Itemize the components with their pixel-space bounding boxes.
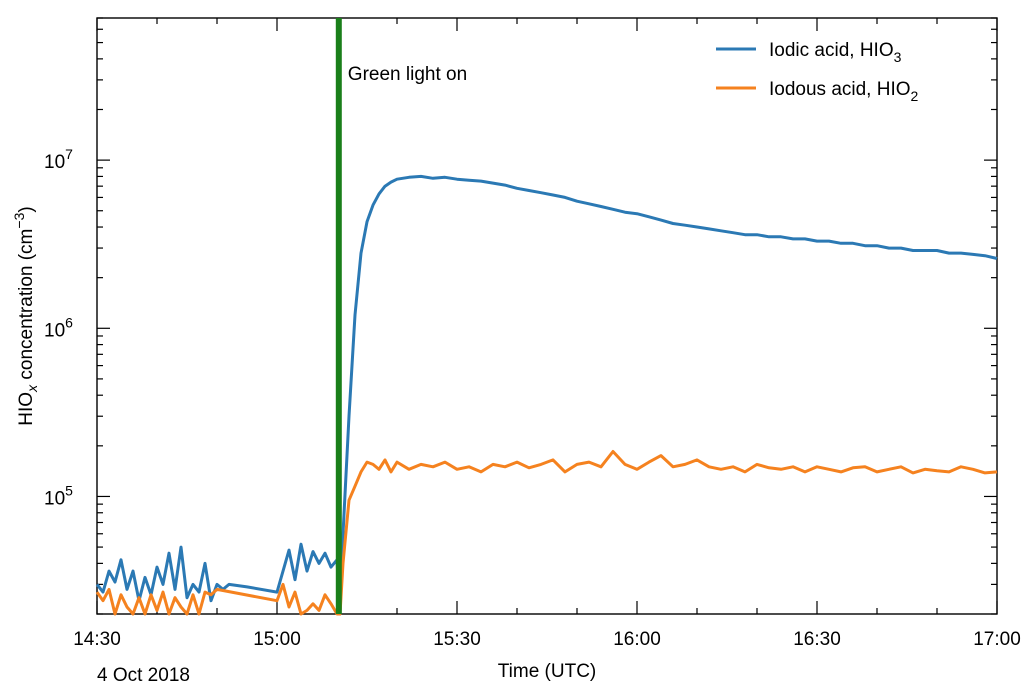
green-light-on-label: Green light on bbox=[348, 64, 467, 85]
plot-frame bbox=[96, 17, 998, 615]
y-tick-label: 107 bbox=[44, 146, 73, 173]
date-label: 4 Oct 2018 bbox=[97, 665, 190, 683]
ticks bbox=[96, 17, 998, 615]
series-line-iodous-acid bbox=[95, 450, 998, 616]
series-layer bbox=[95, 174, 998, 616]
y-axis-title-sup: −3 bbox=[11, 212, 27, 228]
y-axis-title: HIOx concentration (cm−3) bbox=[11, 206, 40, 425]
series-line-iodic-acid bbox=[95, 174, 998, 616]
y-axis-title-rest: concentration (cm bbox=[16, 229, 37, 385]
x-tick-label: 16:30 bbox=[793, 629, 841, 650]
x-tick-label: 15:00 bbox=[253, 629, 301, 650]
x-axis-title: Time (UTC) bbox=[498, 661, 597, 682]
legend: Iodic acid, HIO3 Iodous acid, HIO2 bbox=[716, 40, 919, 104]
annotation-layer: Green light on bbox=[335, 18, 467, 614]
x-tick-label: 15:30 bbox=[433, 629, 481, 650]
y-tick-label: 105 bbox=[44, 482, 73, 509]
y-axis-title-main: HIO bbox=[16, 392, 37, 426]
y-axis-title-sub: x bbox=[24, 384, 40, 393]
legend-label-iodous-acid: Iodous acid, HIO2 bbox=[769, 79, 919, 104]
y-axis-title-close: ) bbox=[16, 206, 37, 212]
legend-label-iodic-acid: Iodic acid, HIO3 bbox=[769, 40, 902, 65]
tick-labels: 14:30 15:00 15:30 16:00 16:30 17:00 105 106 107 bbox=[44, 146, 1021, 650]
x-tick-label: 14:30 bbox=[73, 629, 121, 650]
x-tick-label: 17:00 bbox=[973, 629, 1021, 650]
y-tick-label: 106 bbox=[44, 314, 73, 341]
x-tick-label: 16:00 bbox=[613, 629, 661, 650]
